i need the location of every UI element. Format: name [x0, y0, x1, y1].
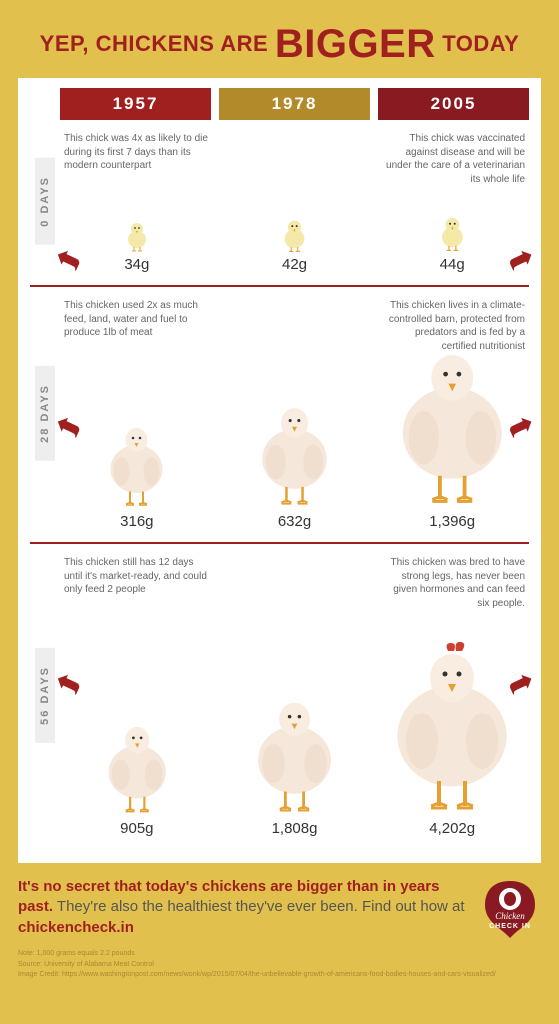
chicken-illustration: ➦ [375, 192, 529, 252]
chicken-illustration: ➦ [60, 359, 214, 509]
svg-text:CHECK IN: CHECK IN [489, 923, 531, 930]
fine-print: Note: 1,000 grams equals 2.2 poundsSourc… [18, 949, 541, 981]
year-header: 1957 [60, 88, 211, 120]
year-column: This chicken lives in a climate-controll… [375, 297, 529, 530]
chicken-illustration: ➦ [60, 616, 214, 816]
year-column: This chicken still has 12 days until it'… [60, 554, 214, 837]
fine-line: Image Credit: https://www.washingtonpost… [18, 970, 541, 981]
footer: It's no secret that today's chickens are… [18, 877, 541, 939]
chicken-illustration [218, 359, 372, 509]
year-column: 1,808g [218, 554, 372, 837]
weight-label: 632g [278, 513, 311, 530]
days-label: 28 DAYS [35, 366, 55, 461]
year-header: 1978 [219, 88, 370, 120]
fact-text: This chicken still has 12 days until it'… [60, 554, 214, 616]
year-headers: 195719782005 [60, 88, 529, 120]
chicken-illustration: ➦ [375, 616, 529, 816]
age-row: 56 DAYSThis chicken still has 12 days un… [30, 554, 529, 849]
fine-line: Note: 1,000 grams equals 2.2 pounds [18, 949, 541, 960]
chicken-illustration: ➦ [375, 359, 529, 509]
svg-text:Chicken: Chicken [495, 911, 525, 921]
weight-label: 4,202g [429, 820, 475, 837]
age-row: 0 DAYSThis chick was 4x as likely to die… [30, 130, 529, 287]
fact-text: This chicken was bred to have strong leg… [375, 554, 529, 616]
year-column: This chick was 4x as likely to die durin… [60, 130, 214, 273]
weight-label: 905g [120, 820, 153, 837]
weight-label: 1,808g [272, 820, 318, 837]
chicken-illustration [218, 616, 372, 816]
weight-label: 316g [120, 513, 153, 530]
year-column: This chicken was bred to have strong leg… [375, 554, 529, 837]
footer-text: It's no secret that today's chickens are… [18, 877, 467, 938]
weight-label: 42g [282, 256, 307, 273]
fine-line: Source: University of Alabama Meat Contr… [18, 960, 541, 971]
chicken-checkin-logo: Chicken CHECK IN [479, 877, 541, 939]
fact-text: This chick was vaccinated against diseas… [375, 130, 529, 192]
chicken-illustration: ➦ [60, 192, 214, 252]
year-column: This chicken used 2x as much feed, land,… [60, 297, 214, 530]
age-row: 28 DAYSThis chicken used 2x as much feed… [30, 297, 529, 544]
days-label: 0 DAYS [35, 158, 55, 245]
fact-text: This chick was 4x as likely to die durin… [60, 130, 214, 192]
weight-label: 34g [124, 256, 149, 273]
year-column: This chick was vaccinated against diseas… [375, 130, 529, 273]
weight-label: 1,396g [429, 513, 475, 530]
comparison-card: 195719782005 0 DAYSThis chick was 4x as … [18, 78, 541, 863]
chicken-illustration [218, 192, 372, 252]
weight-label: 44g [440, 256, 465, 273]
fact-text: This chicken used 2x as much feed, land,… [60, 297, 214, 359]
year-header: 2005 [378, 88, 529, 120]
year-column: 42g [218, 130, 372, 273]
arrow-icon: ➦ [502, 238, 540, 280]
year-column: 632g [218, 297, 372, 530]
page-title: YEP, CHICKENS ARE BIGGER TODAY [18, 24, 541, 64]
